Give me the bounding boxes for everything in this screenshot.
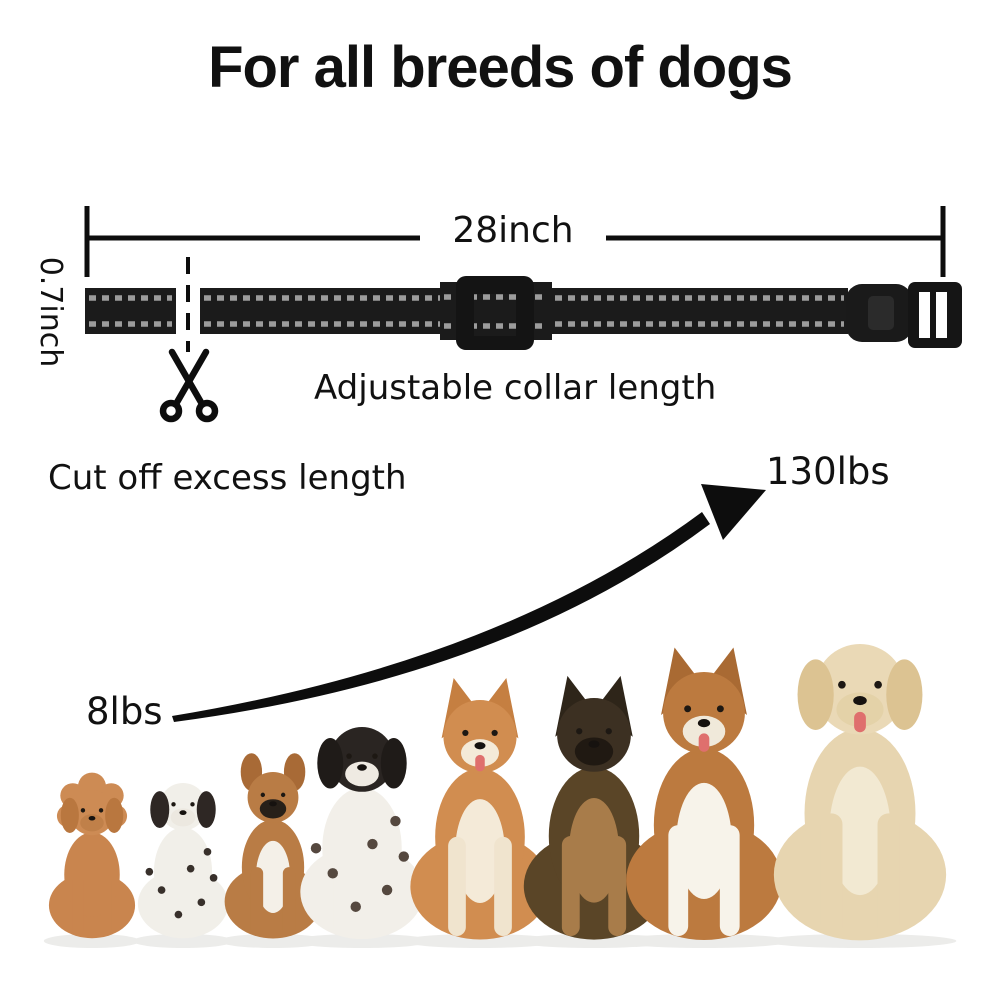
collar-strap	[85, 276, 962, 350]
adjustable-length-label: Adjustable collar length	[314, 368, 717, 408]
dog-sheltie	[616, 647, 792, 948]
dog-dalmatian-puppy	[132, 783, 234, 948]
dogs-row	[43, 644, 957, 948]
collar-width-label: 0.7inch	[33, 256, 68, 368]
scissors-icon	[159, 348, 219, 423]
strap-stitching	[204, 295, 844, 327]
growth-arrow-head	[701, 484, 766, 540]
cut-excess-label: Cut off excess length	[48, 458, 407, 498]
triglide-slider	[456, 276, 534, 350]
min-weight-label: 8lbs	[86, 690, 163, 733]
dog-akita	[402, 678, 558, 948]
strap-cut-piece	[85, 288, 176, 334]
strap-stitching	[89, 295, 172, 327]
dog-pointer-puppy	[293, 727, 431, 948]
dog-toy-poodle	[43, 772, 141, 948]
buckle-ridge	[868, 296, 894, 330]
max-weight-label: 130lbs	[766, 450, 890, 493]
length-measure-bracket	[84, 206, 946, 277]
collar-length-label: 28inch	[452, 210, 574, 251]
dog-golden-retriever	[763, 644, 957, 948]
side-release-buckle	[846, 282, 962, 348]
page-title: For all breeds of dogs	[208, 35, 793, 100]
growth-arrow	[172, 484, 766, 722]
buckle-female	[908, 282, 962, 348]
buckle-slot	[919, 292, 930, 338]
dog-german-shepherd-puppy	[515, 675, 673, 948]
dog-french-bulldog	[218, 753, 328, 948]
buckle-slot	[936, 292, 947, 338]
